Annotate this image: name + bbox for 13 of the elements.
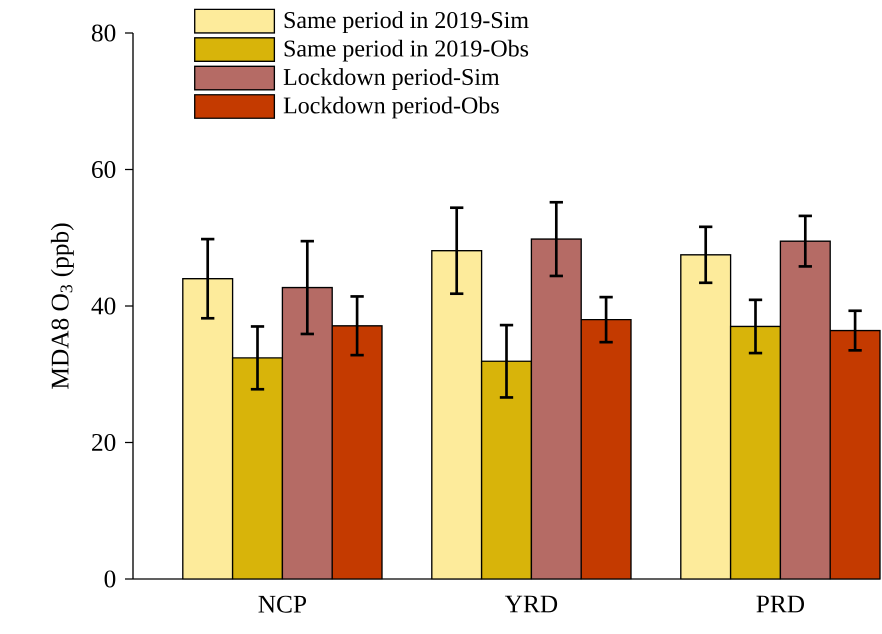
x-tick-label: NCP: [258, 596, 306, 613]
y-tick-label: 80: [92, 24, 116, 42]
y-tick-label: 60: [92, 160, 116, 178]
y-tick-label: 40: [91, 297, 116, 315]
legend-label: Same period in 2019-Obs: [284, 40, 528, 62]
legend-label: Lockdown period-Sim: [284, 68, 500, 90]
y-axis-title: MDA8 O$_{3}$ (ppb): [50, 224, 74, 389]
legend-label: Lockdown period-Obs: [284, 96, 499, 118]
x-tick-label: YRD: [504, 596, 558, 612]
legend-label: Same period in 2019-Sim: [284, 11, 529, 34]
y-tick-label: 20: [92, 434, 116, 452]
y-tick-label: 0: [104, 570, 116, 588]
x-tick-label: PRD: [756, 596, 804, 612]
